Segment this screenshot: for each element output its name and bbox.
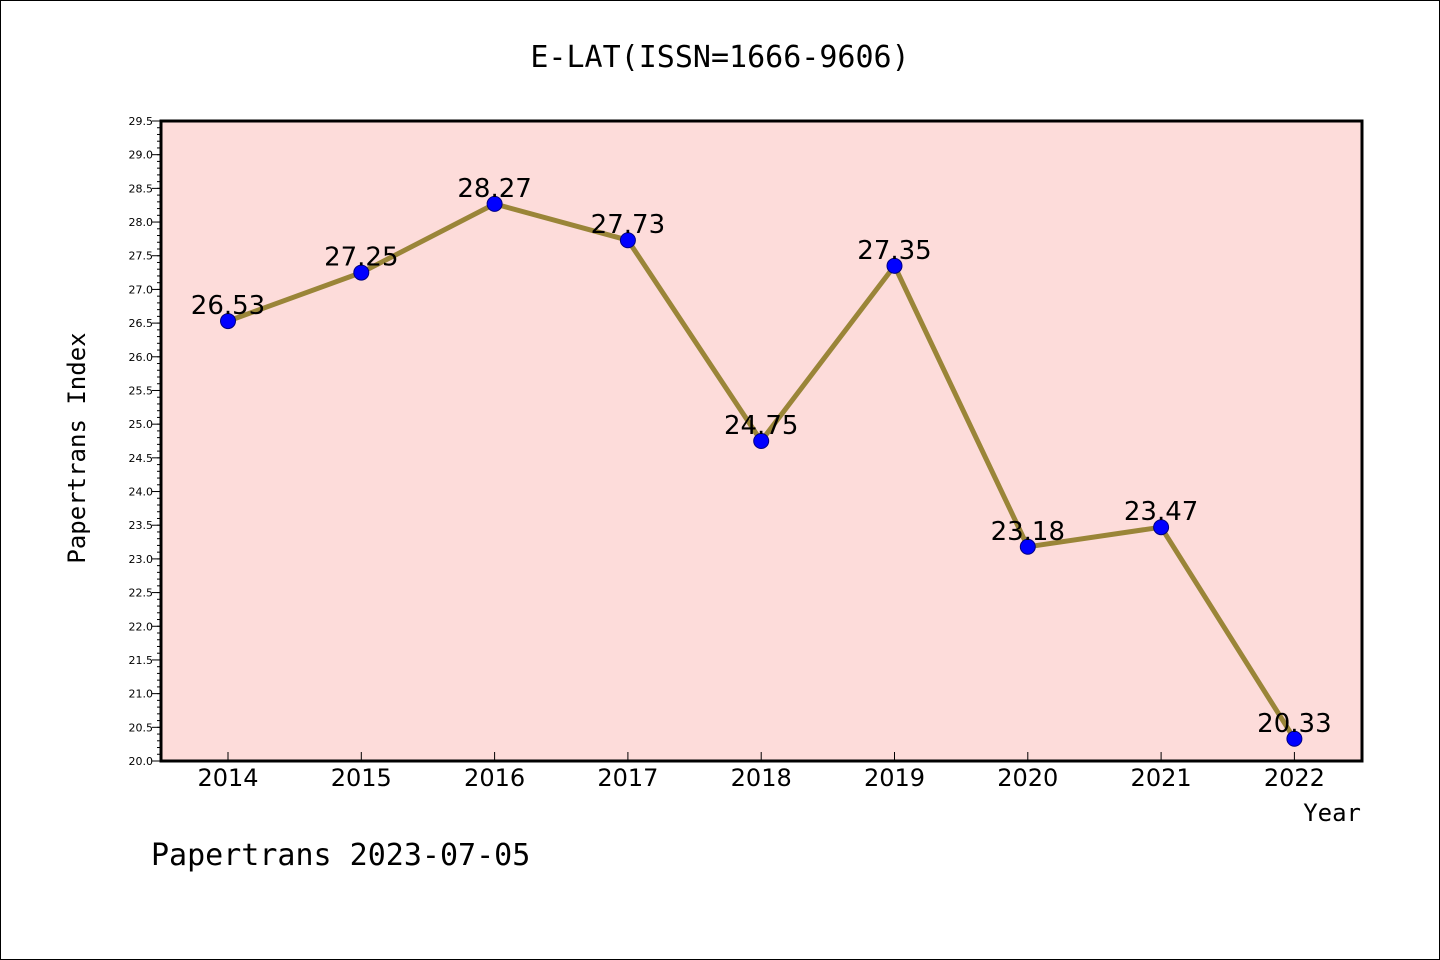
x-tick-label: 2020: [997, 764, 1058, 792]
data-label: 28.27: [457, 174, 531, 204]
y-tick-label: 23.5: [129, 519, 154, 532]
data-point: [886, 257, 903, 274]
y-tick-label: 23.0: [129, 553, 154, 566]
data-label: 23.18: [991, 517, 1065, 547]
y-tick-label: 26.0: [129, 351, 154, 364]
y-tick-label: 29.5: [129, 115, 154, 128]
y-tick-label: 26.5: [129, 317, 154, 330]
markers: [220, 195, 1303, 747]
y-tick-labels: 20.0 20.5 21.0 21.5 22.0 22.5 23.0 23.5 24.0 24.5…: [129, 115, 154, 768]
data-label: 27.73: [591, 210, 665, 240]
x-tick-label: 2021: [1131, 764, 1192, 792]
y-axis-label: Papertrans Index: [63, 332, 91, 563]
y-tick-label: 21.0: [129, 688, 154, 701]
y-tick-label: 27.5: [129, 250, 154, 263]
y-tick-label: 24.0: [129, 486, 154, 499]
y-tick-label: 22.0: [129, 620, 154, 633]
data-point: [353, 264, 370, 281]
data-point: [1153, 519, 1170, 536]
x-tick-label: 2015: [331, 764, 392, 792]
data-label: 23.47: [1124, 497, 1198, 527]
data-labels: 26.53 27.25 28.27 27.73 24.75 27.35 23.18 23.47…: [191, 174, 1332, 739]
data-label: 24.75: [724, 411, 798, 441]
data-point: [1019, 538, 1036, 555]
chart-title: E-LAT(ISSN=1666-9606): [530, 40, 909, 75]
data-point: [486, 195, 503, 212]
data-label: 20.33: [1257, 709, 1331, 739]
x-tick-label: 2019: [864, 764, 925, 792]
data-point: [220, 313, 236, 330]
y-tick-label: 22.5: [129, 587, 154, 600]
y-tick-label: 29.0: [129, 149, 154, 162]
x-tick-labels: 2014 2015 2016 2017 2018 2019 2020 2021 2022: [197, 764, 1324, 792]
x-ticks: [227, 752, 1295, 761]
y-tick-label: 28.0: [129, 216, 154, 229]
x-tick-label: 2014: [197, 764, 258, 792]
y-tick-label: 21.5: [129, 654, 154, 667]
y-tick-label: 24.5: [129, 452, 154, 465]
y-tick-label: 28.5: [129, 182, 154, 195]
footer-text: Papertrans 2023-07-05: [151, 838, 530, 873]
x-tick-label: 2018: [731, 764, 792, 792]
x-axis-label: Year: [1303, 799, 1361, 827]
data-point: [619, 232, 636, 249]
data-point: [1286, 730, 1303, 747]
y-major-ticks: [152, 120, 161, 762]
x-tick-label: 2016: [464, 764, 525, 792]
data-label: 26.53: [191, 291, 265, 321]
x-tick-label: 2017: [597, 764, 658, 792]
y-tick-label: 27.0: [129, 283, 154, 296]
y-tick-label: 25.5: [129, 384, 154, 397]
data-label: 27.25: [324, 243, 398, 273]
x-tick-label: 2022: [1264, 764, 1325, 792]
data-label: 27.35: [857, 236, 931, 266]
y-tick-label: 20.0: [129, 755, 154, 768]
y-tick-label: 25.0: [129, 418, 154, 431]
data-point: [753, 433, 770, 449]
y-tick-label: 20.5: [129, 721, 154, 734]
